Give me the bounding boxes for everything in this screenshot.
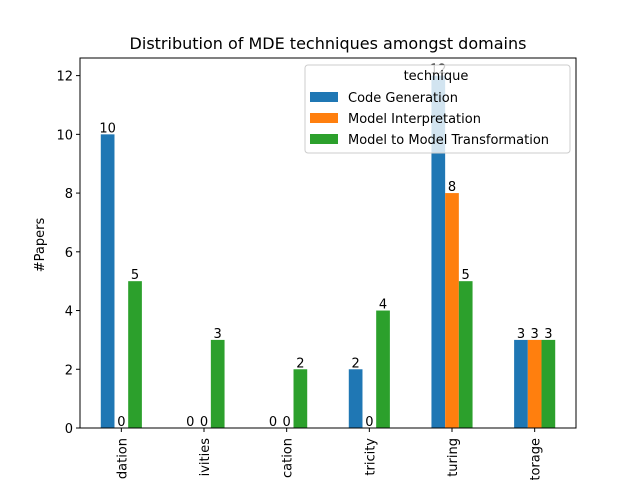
bar [458, 281, 473, 428]
bar [293, 369, 308, 428]
bar-value-label: 3 [544, 327, 552, 342]
y-tick-label: 4 [65, 305, 73, 320]
bar-value-label: 0 [117, 415, 125, 430]
bar [514, 339, 528, 428]
bar-value-label: 0 [283, 415, 291, 430]
bar [445, 193, 459, 428]
bar-value-label: 8 [448, 180, 456, 195]
y-tick-label: 6 [65, 246, 73, 261]
bar-value-label: 10 [99, 121, 116, 136]
legend-swatch [310, 113, 338, 123]
bar-value-label: 0 [186, 415, 194, 430]
x-tick-label: cation [281, 438, 296, 478]
x-tick-label: tricity [363, 438, 378, 476]
legend-box [304, 64, 571, 154]
bar [541, 339, 556, 428]
x-axis: dation ivities cation tricity turing torage [115, 428, 544, 480]
legend-label: Model to Model Transformation [348, 133, 549, 148]
y-tick-label: 8 [65, 187, 73, 202]
bar-value-label: 4 [379, 298, 387, 313]
bar [376, 310, 390, 428]
bar [348, 369, 363, 428]
y-axis-label: #Papers [33, 218, 48, 273]
legend-swatch [310, 92, 338, 102]
bar [100, 134, 115, 428]
bar-value-label: 3 [517, 327, 525, 342]
bar [431, 75, 446, 428]
bar-value-label: 0 [269, 415, 277, 430]
bars-group [100, 75, 556, 428]
y-axis: 0 2 4 6 8 10 12 [56, 70, 80, 437]
legend-title: technique [404, 69, 469, 84]
bar-value-label: 3 [531, 327, 539, 342]
x-tick-label: dation [115, 438, 130, 479]
y-tick-label: 10 [56, 128, 73, 143]
legend-swatch [310, 134, 338, 144]
bar-value-label: 2 [351, 356, 359, 371]
chart-title: Distribution of MDE techniques amongst d… [130, 34, 527, 53]
bar-value-label: 0 [200, 415, 208, 430]
bar [210, 339, 225, 428]
y-tick-label: 0 [65, 422, 73, 437]
bar [527, 339, 542, 428]
bar-value-label: 0 [365, 415, 373, 430]
y-tick-label: 12 [56, 70, 73, 85]
bar-value-label: 5 [131, 268, 139, 283]
bar-value-label: 3 [214, 327, 222, 342]
legend-label: Model Interpretation [348, 112, 481, 127]
bar [128, 281, 142, 428]
x-tick-label: ivities [198, 438, 213, 477]
legend-label: Code Generation [348, 91, 458, 106]
x-tick-label: torage [529, 438, 544, 480]
bar-value-label: 2 [296, 356, 304, 371]
legend: technique Code Generation Model Interpret… [304, 64, 571, 154]
bar-value-label: 5 [462, 268, 470, 283]
y-tick-label: 2 [65, 363, 73, 378]
x-tick-label: turing [446, 438, 461, 477]
plot-frame [79, 57, 577, 429]
